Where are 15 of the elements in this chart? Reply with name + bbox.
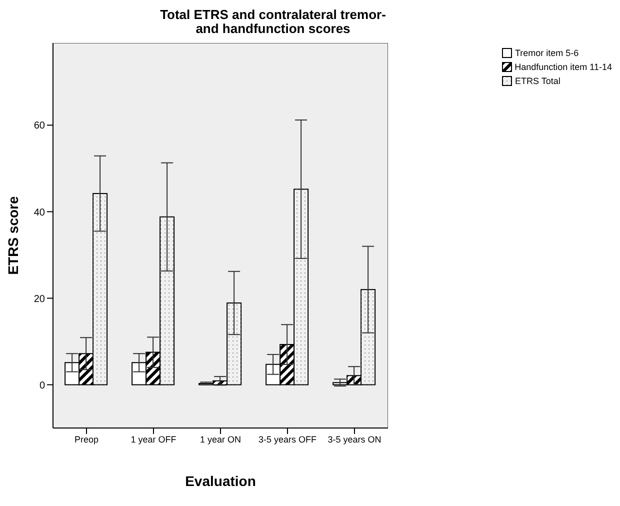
y-tick-label: 60 <box>34 120 46 132</box>
x-axis-title: Evaluation <box>185 473 256 489</box>
legend-label: ETRS Total <box>515 76 560 86</box>
y-tick-label: 20 <box>34 294 46 305</box>
x-tick-label: 1 year ON <box>200 434 242 444</box>
x-tick-label: Preop <box>74 434 99 444</box>
x-tick-label: 3-5 years OFF <box>258 434 318 444</box>
y-tick-label: 40 <box>34 207 46 218</box>
y-tick-label: 0 <box>39 380 46 392</box>
x-tick-label: 1 year OFF <box>130 434 177 444</box>
y-axis-title: ETRS score <box>4 196 21 275</box>
x-tick-label: 3-5 years ON <box>328 434 382 444</box>
legend-label: Handfunction item 11-14 <box>514 62 612 72</box>
legend-label: Tremor item 5-6 <box>515 48 579 58</box>
chart-title: Total ETRS and contralateral tremor- and handfunction scores <box>159 7 387 36</box>
